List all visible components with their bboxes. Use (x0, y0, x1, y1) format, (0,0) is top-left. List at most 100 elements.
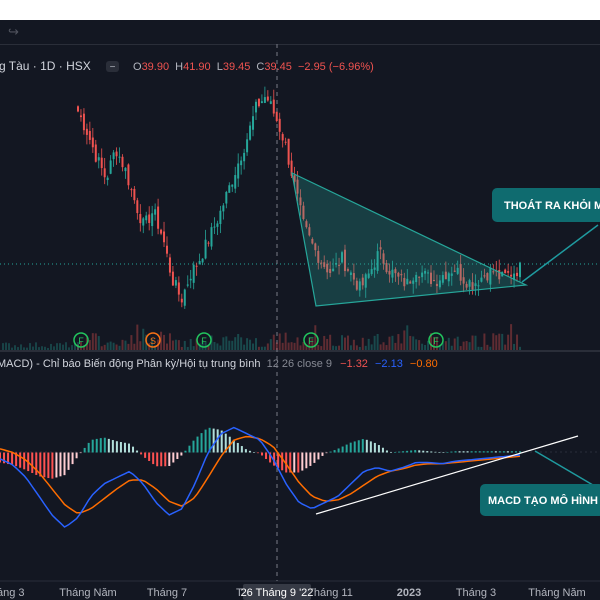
volume-bar (507, 334, 510, 350)
volume-bar (456, 336, 459, 350)
volume-bar (17, 347, 19, 350)
redo-icon[interactable]: ↪ (8, 24, 19, 39)
volume-bar (435, 336, 438, 350)
volume-bar (438, 345, 441, 350)
trading-chart[interactable]: g Tàu · 1D · HSX − O39.90 H41.90 L39.45 … (0, 20, 600, 600)
macd-histogram-bar (486, 451, 489, 453)
event-markers: F S F F F (73, 332, 444, 348)
event-marker[interactable]: S (145, 332, 161, 348)
time-axis[interactable]: áng 3 Tháng Năm Tháng 7 T Tháng 11 2023 … (0, 584, 586, 600)
candle-body (213, 226, 216, 228)
volume-bar (394, 342, 397, 350)
volume-bar (385, 345, 388, 350)
time-axis-label: Tháng Năm (59, 587, 116, 599)
candle-body (174, 280, 177, 286)
volume-bar (38, 347, 40, 350)
candle-body (453, 270, 456, 272)
candle-body (263, 97, 266, 103)
macd-histogram-bar (63, 452, 66, 476)
ohlc-readout: O39.90 H41.90 L39.45 C39.45 −2.95 (−6.96… (133, 61, 374, 73)
volume-bar (335, 346, 338, 350)
candle-body (82, 113, 85, 131)
macd-histogram-bar (434, 451, 437, 453)
volume-bar (53, 346, 55, 350)
macd-histogram-bar (244, 449, 247, 453)
time-axis-label: áng 3 (0, 587, 25, 599)
volume-bar (418, 340, 421, 350)
macd-histogram-bar (502, 451, 505, 453)
macd-histogram-bar (321, 452, 324, 456)
volume-bar (165, 343, 168, 350)
candle-body (198, 260, 201, 265)
annotation-box-top[interactable] (492, 188, 600, 222)
candle-body (326, 263, 329, 273)
macd-histogram-bar (305, 452, 308, 469)
candle-body (332, 268, 335, 272)
candle-body (296, 179, 299, 194)
collapse-button[interactable] (106, 61, 119, 72)
volume-bar (213, 341, 216, 350)
candle-body (222, 205, 225, 212)
macd-histogram-bar (204, 429, 207, 453)
candle-body (311, 238, 314, 244)
macd-histogram-bar (466, 451, 469, 453)
candle-body (477, 285, 480, 287)
macd-histogram-bar (91, 439, 94, 453)
triangle-pattern[interactable] (291, 171, 529, 307)
annotation-box-bottom[interactable] (480, 484, 600, 516)
macd-histogram-bar (240, 446, 243, 453)
volume-bar (180, 346, 183, 350)
macd-histogram-bar (212, 428, 215, 453)
macd-histogram-bar (309, 452, 312, 466)
macd-histogram-bar (180, 452, 183, 456)
volume-bar (320, 346, 323, 350)
macd-histogram-bar (289, 452, 292, 473)
event-marker[interactable]: F (196, 332, 212, 348)
macd-histogram-bar (164, 452, 167, 467)
candle-body (136, 200, 139, 214)
volume-bar (142, 328, 145, 350)
macd-histogram-bar (273, 452, 276, 466)
candle-body (77, 106, 79, 112)
volume-bar (326, 338, 329, 350)
candle-body (305, 221, 308, 228)
candle-body (510, 274, 513, 277)
candle-body (257, 98, 260, 107)
candle-body (94, 144, 97, 162)
event-marker[interactable]: F (303, 332, 319, 348)
macd-trendline[interactable] (315, 435, 579, 515)
macd-histogram-bar (39, 452, 42, 477)
volume-bar (151, 338, 154, 350)
macd-histogram-bar (224, 433, 227, 453)
candle-body (418, 276, 421, 278)
volume-bar (11, 347, 13, 350)
volume-bar (91, 333, 94, 350)
symbol-title[interactable]: g Tàu · 1D · HSX (0, 59, 91, 73)
volume-bar (177, 340, 180, 350)
volume-bar (358, 346, 361, 350)
macd-histogram-bar (349, 442, 352, 453)
candle-body (148, 214, 151, 223)
event-marker[interactable]: F (73, 332, 89, 348)
volume-bar (424, 345, 427, 350)
event-marker[interactable]: F (428, 332, 444, 348)
volume-bar (308, 337, 311, 350)
macd-histogram-bar (95, 438, 98, 453)
volume-bar (35, 342, 37, 350)
volume-bar (278, 333, 281, 350)
candle-body (207, 242, 210, 244)
macd-legend: MACD) - Chỉ báo Biến động Phân kỳ/Hội tụ… (0, 358, 438, 370)
macd-histogram-bar (490, 451, 493, 453)
candle-body (355, 280, 358, 290)
candle-body (234, 175, 237, 189)
candle-body (183, 289, 186, 306)
macd-histogram-bar (410, 450, 413, 453)
top-toolbar: ↪ (0, 20, 600, 45)
macd-histogram-bar (123, 442, 126, 453)
candle-body (400, 273, 403, 276)
crosshair-date-label: 26 Tháng 9 '22 (241, 587, 314, 599)
volume-bar (462, 341, 465, 350)
volume-bar (391, 335, 394, 350)
macd-histogram-bar (136, 450, 139, 453)
macd-histogram-bar (11, 452, 14, 465)
